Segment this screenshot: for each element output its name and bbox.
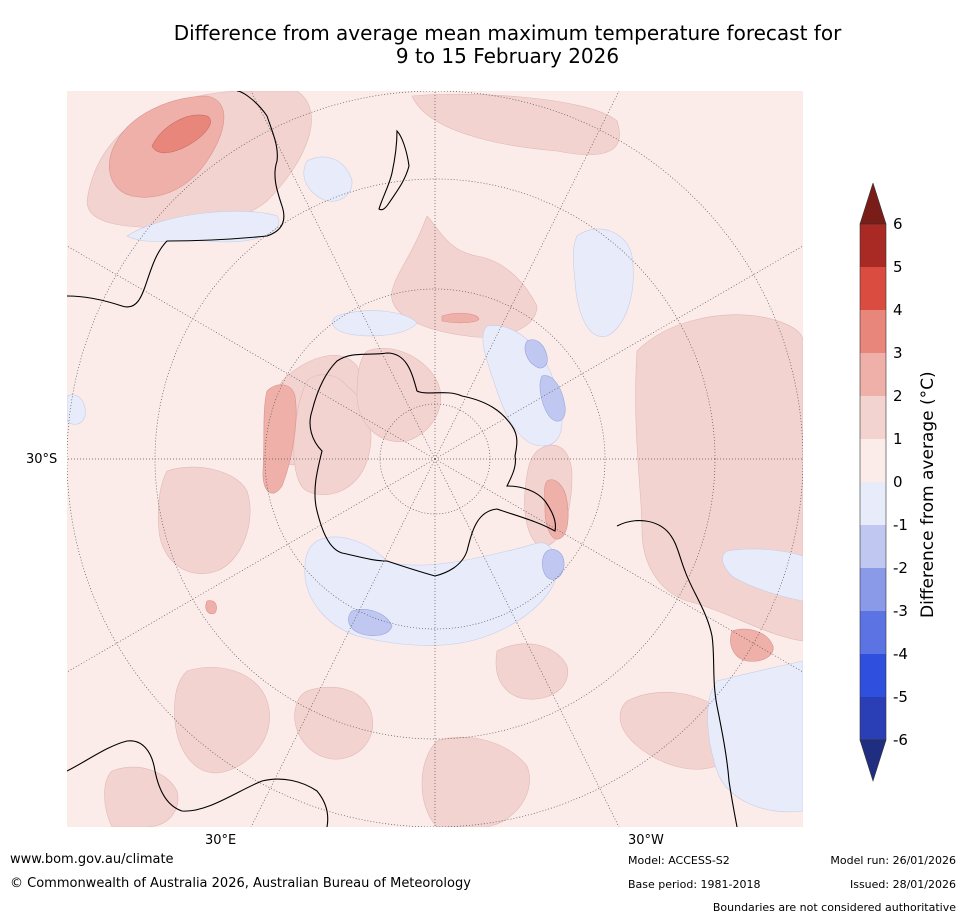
disclaimer-text: Boundaries are not considered authoritat… (712, 901, 956, 914)
graticule (67, 91, 803, 827)
cbar-tick-5: 5 (893, 258, 903, 276)
colorbar-band-2-3 (860, 353, 886, 396)
colorbar (858, 182, 888, 783)
copyright-text: © Commonwealth of Australia 2026, Austra… (10, 876, 471, 891)
coastlines (67, 91, 738, 827)
anomaly-1-2-regions (86, 91, 803, 827)
title-line-2: 9 to 15 February 2026 (395, 44, 620, 68)
model-run-text: Model run: 26/01/2026 (830, 854, 956, 867)
cbar-tick-2: 2 (893, 387, 903, 405)
cbar-tick-6: 6 (893, 215, 903, 233)
south-america-coast (616, 520, 738, 827)
colorbar-band-m3-m2 (860, 568, 886, 611)
anomaly-m1-0-regions (67, 156, 803, 813)
website-link[interactable]: www.bom.gov.au/climate (10, 852, 174, 867)
colorbar-band-m2-m1 (860, 525, 886, 568)
title-line-1: Difference from average mean maximum tem… (173, 21, 842, 45)
colorbar-svg (859, 182, 887, 782)
colorbar-band-5-6 (860, 224, 886, 267)
anomaly-m2-m1-regions (348, 339, 566, 636)
issued-text: Issued: 28/01/2026 (849, 878, 956, 891)
colorbar-band-m1-0 (860, 482, 886, 525)
africa-coast (67, 740, 329, 827)
lat-label-30s: 30°S (26, 452, 58, 467)
colorbar-band-m5-m4 (860, 654, 886, 697)
cbar-tick-m1: -1 (893, 516, 908, 534)
cbar-tick-m5: -5 (893, 688, 908, 706)
colorbar-title: Difference from average (°C) (918, 371, 938, 618)
new-zealand-coast (378, 129, 410, 211)
map-svg (67, 91, 803, 827)
model-text: Model: ACCESS-S2 (628, 854, 730, 867)
forecast-map[interactable] (67, 91, 803, 827)
colorbar-under-triangle (859, 739, 887, 782)
cbar-tick-0: 0 (893, 473, 903, 491)
australia-coast (67, 91, 285, 308)
cbar-tick-m3: -3 (893, 602, 908, 620)
cbar-tick-4: 4 (893, 301, 903, 319)
cbar-tick-m6: -6 (893, 731, 908, 749)
colorbar-band-4-5 (860, 267, 886, 310)
anomaly-3-4-regions (151, 114, 211, 154)
colorbar-band-0-1 (860, 439, 886, 482)
cbar-tick-m2: -2 (893, 559, 908, 577)
colorbar-band-1-2 (860, 396, 886, 439)
cbar-tick-m4: -4 (893, 645, 908, 663)
cbar-tick-3: 3 (893, 344, 903, 362)
colorbar-band-m6-m5 (860, 697, 886, 740)
colorbar-band-3-4 (860, 310, 886, 353)
cbar-tick-1: 1 (893, 430, 903, 448)
lon-label-30e: 30°E (205, 833, 237, 848)
colorbar-band-m4-m3 (860, 611, 886, 654)
map-title: Difference from average mean maximum tem… (60, 22, 955, 68)
base-period-text: Base period: 1981-2018 (628, 878, 761, 891)
lon-label-30w: 30°W (628, 833, 664, 848)
colorbar-outline (859, 223, 887, 741)
colorbar-over-triangle (859, 182, 887, 225)
antarctica-coast (309, 352, 556, 577)
